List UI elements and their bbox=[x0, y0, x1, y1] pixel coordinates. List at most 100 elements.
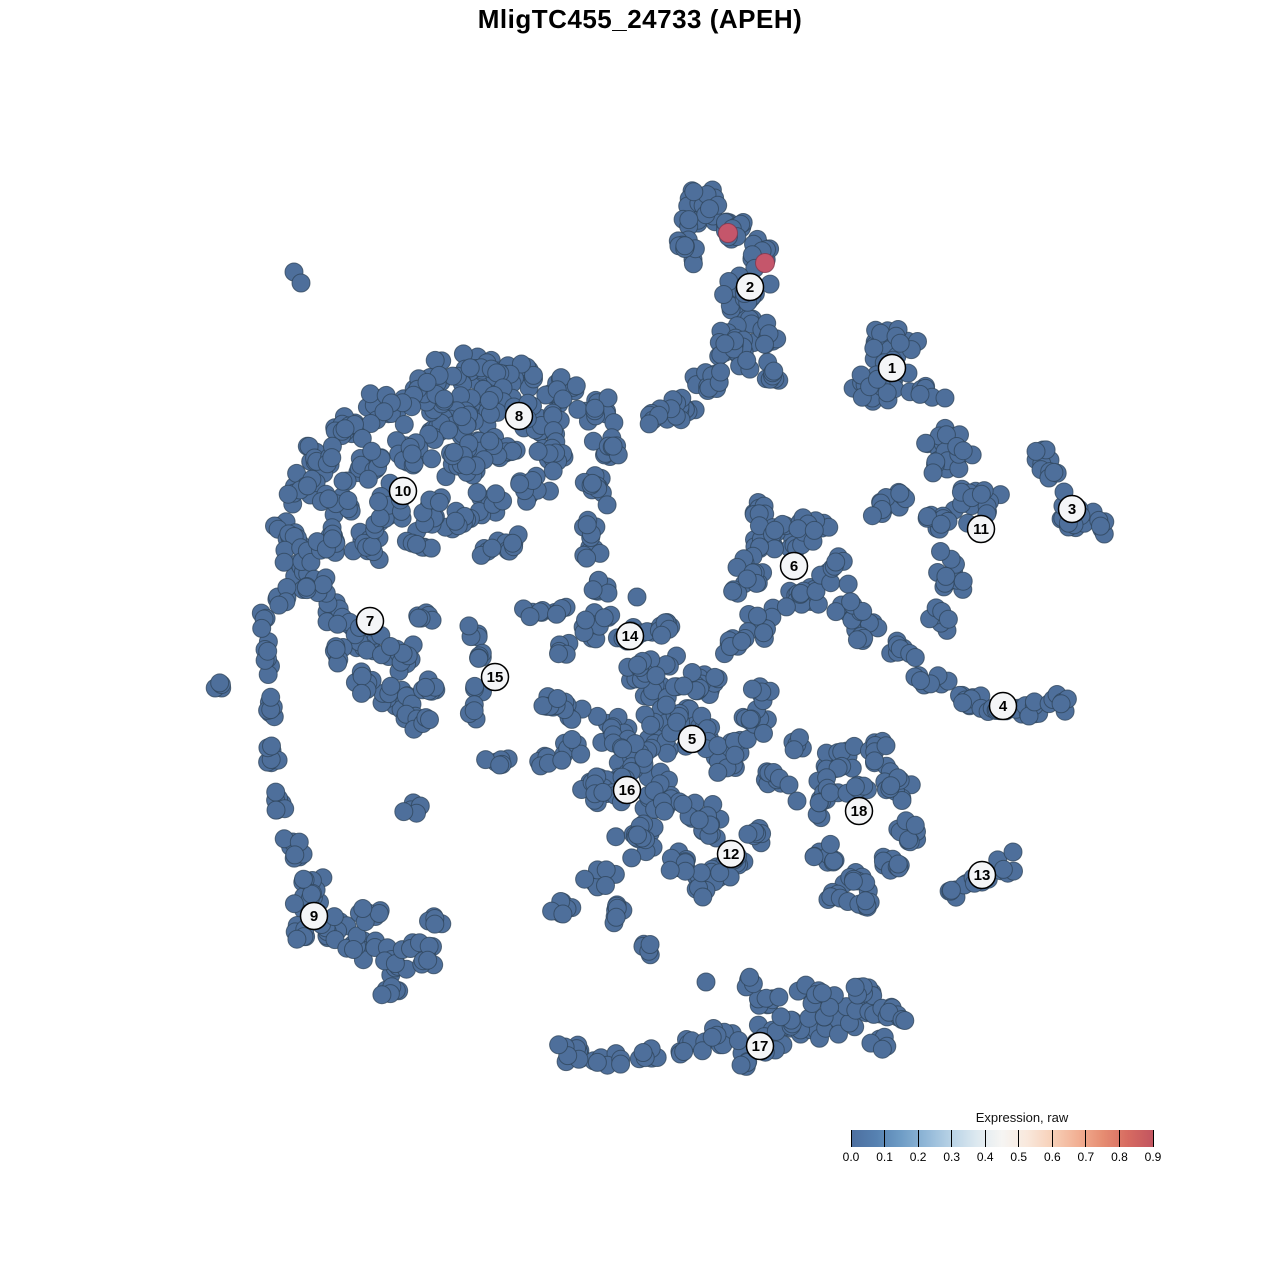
cell-point bbox=[486, 484, 506, 504]
cell-point bbox=[425, 914, 445, 934]
cell-point bbox=[571, 744, 591, 764]
cell-point bbox=[402, 444, 422, 464]
cell-point bbox=[370, 508, 390, 528]
cell-point bbox=[824, 851, 844, 871]
legend-tick-label: 0.8 bbox=[1111, 1150, 1128, 1164]
cell-point bbox=[480, 431, 500, 451]
cell-point bbox=[877, 383, 897, 403]
cell-point bbox=[754, 623, 774, 643]
cell-point bbox=[298, 476, 317, 496]
legend-tick bbox=[1051, 1130, 1053, 1147]
svg-text:7: 7 bbox=[366, 613, 374, 630]
legend-tick bbox=[1118, 1130, 1120, 1147]
cell-point bbox=[606, 827, 626, 847]
cell-point bbox=[923, 463, 943, 483]
cell-point bbox=[633, 1043, 653, 1062]
cell-point bbox=[634, 748, 654, 768]
cell-point bbox=[296, 577, 316, 597]
cell-point bbox=[689, 810, 709, 830]
cell-point bbox=[362, 441, 382, 461]
legend-tick-label: 0.3 bbox=[943, 1150, 960, 1164]
cell-point bbox=[258, 641, 278, 661]
cell-point bbox=[417, 372, 437, 392]
cell-point bbox=[776, 597, 796, 617]
cell-point bbox=[916, 433, 936, 453]
cell-point bbox=[552, 750, 572, 770]
legend-gradient-bar bbox=[850, 1130, 1154, 1147]
cell-point bbox=[582, 473, 602, 493]
cell-point bbox=[931, 514, 951, 534]
legend-tick-label: 0.7 bbox=[1077, 1150, 1095, 1164]
cell-point bbox=[409, 608, 428, 628]
cell-point bbox=[953, 441, 973, 461]
cluster-label-5: 5 bbox=[677, 724, 707, 754]
legend-tick-label: 0.2 bbox=[909, 1150, 927, 1164]
cell-point bbox=[935, 388, 955, 408]
cell-point bbox=[261, 687, 281, 707]
high-expression-points bbox=[718, 223, 775, 273]
cell-point bbox=[593, 782, 613, 802]
cell-point bbox=[344, 940, 363, 959]
cell-point bbox=[737, 569, 757, 589]
cell-point bbox=[691, 863, 711, 883]
cell-point bbox=[660, 860, 680, 880]
cluster-label-4: 4 bbox=[988, 691, 1018, 721]
cell-point bbox=[652, 625, 671, 645]
cell-point bbox=[740, 967, 760, 987]
cell-point bbox=[353, 899, 373, 918]
cell-point bbox=[856, 891, 875, 911]
cell-point bbox=[543, 461, 563, 481]
cell-point bbox=[596, 876, 615, 895]
cell-point bbox=[333, 471, 353, 491]
cell-point bbox=[338, 491, 358, 510]
cell-point bbox=[700, 199, 719, 219]
cell-point bbox=[394, 802, 414, 822]
cell-point bbox=[467, 483, 487, 502]
cell-point bbox=[323, 529, 342, 549]
cell-point bbox=[528, 441, 548, 461]
cell-point bbox=[374, 402, 394, 422]
svg-text:12: 12 bbox=[723, 846, 740, 863]
legend-tick bbox=[984, 1130, 986, 1147]
svg-text:11: 11 bbox=[973, 521, 989, 538]
cell-point bbox=[420, 710, 439, 730]
cell-point bbox=[847, 630, 867, 650]
cell-point bbox=[953, 571, 973, 591]
cell-point bbox=[1091, 516, 1110, 536]
cell-point bbox=[765, 520, 785, 540]
legend-tick bbox=[951, 1130, 953, 1147]
legend-tick bbox=[1018, 1130, 1020, 1147]
cell-point bbox=[434, 389, 454, 409]
cell-point bbox=[465, 676, 485, 696]
cell-point bbox=[553, 389, 573, 409]
cell-point bbox=[826, 602, 846, 622]
cluster-label-15: 15 bbox=[480, 662, 510, 692]
svg-text:10: 10 bbox=[395, 483, 412, 500]
cell-point bbox=[628, 825, 647, 845]
cell-point bbox=[711, 362, 731, 382]
cell-point bbox=[452, 407, 472, 427]
svg-text:14: 14 bbox=[622, 628, 639, 645]
cell-point bbox=[319, 489, 339, 509]
cell-point bbox=[568, 399, 588, 419]
cell-point bbox=[576, 610, 595, 630]
cell-point bbox=[804, 847, 824, 867]
cell-point bbox=[725, 745, 745, 765]
cell-point bbox=[1026, 441, 1046, 461]
cell-point bbox=[464, 701, 484, 721]
cell-point bbox=[278, 484, 298, 504]
cell-point bbox=[971, 484, 991, 504]
cell-point bbox=[788, 519, 808, 539]
svg-text:17: 17 bbox=[752, 1038, 769, 1055]
cell-point bbox=[738, 824, 758, 844]
cell-point bbox=[938, 609, 958, 629]
cell-point bbox=[326, 639, 346, 659]
cell-point bbox=[490, 755, 510, 775]
cell-point bbox=[812, 983, 832, 1003]
cell-point bbox=[622, 848, 642, 868]
cell-point bbox=[742, 679, 762, 699]
svg-text:8: 8 bbox=[515, 408, 523, 425]
cluster-label-2: 2 bbox=[735, 272, 765, 302]
